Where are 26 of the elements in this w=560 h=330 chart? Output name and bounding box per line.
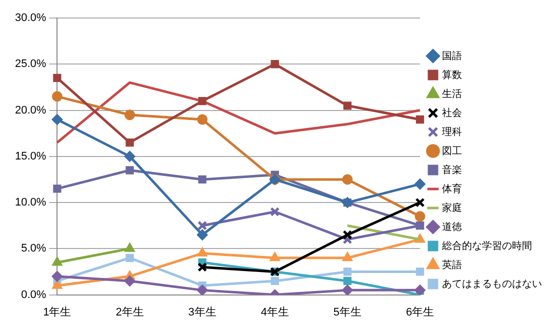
x-tick-label: 5年生 bbox=[333, 305, 362, 318]
legend-label: 社会 bbox=[442, 106, 462, 119]
y-tick-label: 20.0% bbox=[14, 104, 46, 116]
y-tick-label: 30.0% bbox=[14, 12, 46, 24]
legend-label: あてはまるものはない bbox=[442, 278, 542, 290]
x-tick-label: 3年生 bbox=[188, 305, 216, 318]
y-tick-label: 0.0% bbox=[21, 288, 46, 301]
x-tick-label: 6年生 bbox=[406, 305, 434, 318]
y-tick-label: 5.0% bbox=[21, 242, 46, 255]
y-tick-label: 10.0% bbox=[14, 196, 46, 209]
legend-label: 理科 bbox=[442, 126, 462, 138]
legend-label: 図工 bbox=[442, 146, 462, 157]
y-tick-label: 25.0% bbox=[14, 58, 46, 70]
legend-label: 道徳 bbox=[442, 220, 462, 233]
legend-label: 音楽 bbox=[442, 164, 462, 176]
legend-label: 家庭 bbox=[442, 202, 462, 214]
legend-label: 算数 bbox=[442, 68, 462, 81]
y-tick-label: 15.0% bbox=[14, 150, 46, 162]
x-tick-label: 2年生 bbox=[116, 305, 144, 318]
legend-label: 総合的な学習の時間 bbox=[441, 240, 532, 252]
legend-label: 体育 bbox=[442, 182, 462, 195]
x-tick-label: 4年生 bbox=[260, 305, 289, 318]
legend-label: 国語 bbox=[442, 50, 462, 62]
legend-label: 生活 bbox=[442, 88, 462, 100]
legend-label: 英語 bbox=[442, 258, 462, 271]
x-tick-label: 1年生 bbox=[43, 305, 72, 318]
